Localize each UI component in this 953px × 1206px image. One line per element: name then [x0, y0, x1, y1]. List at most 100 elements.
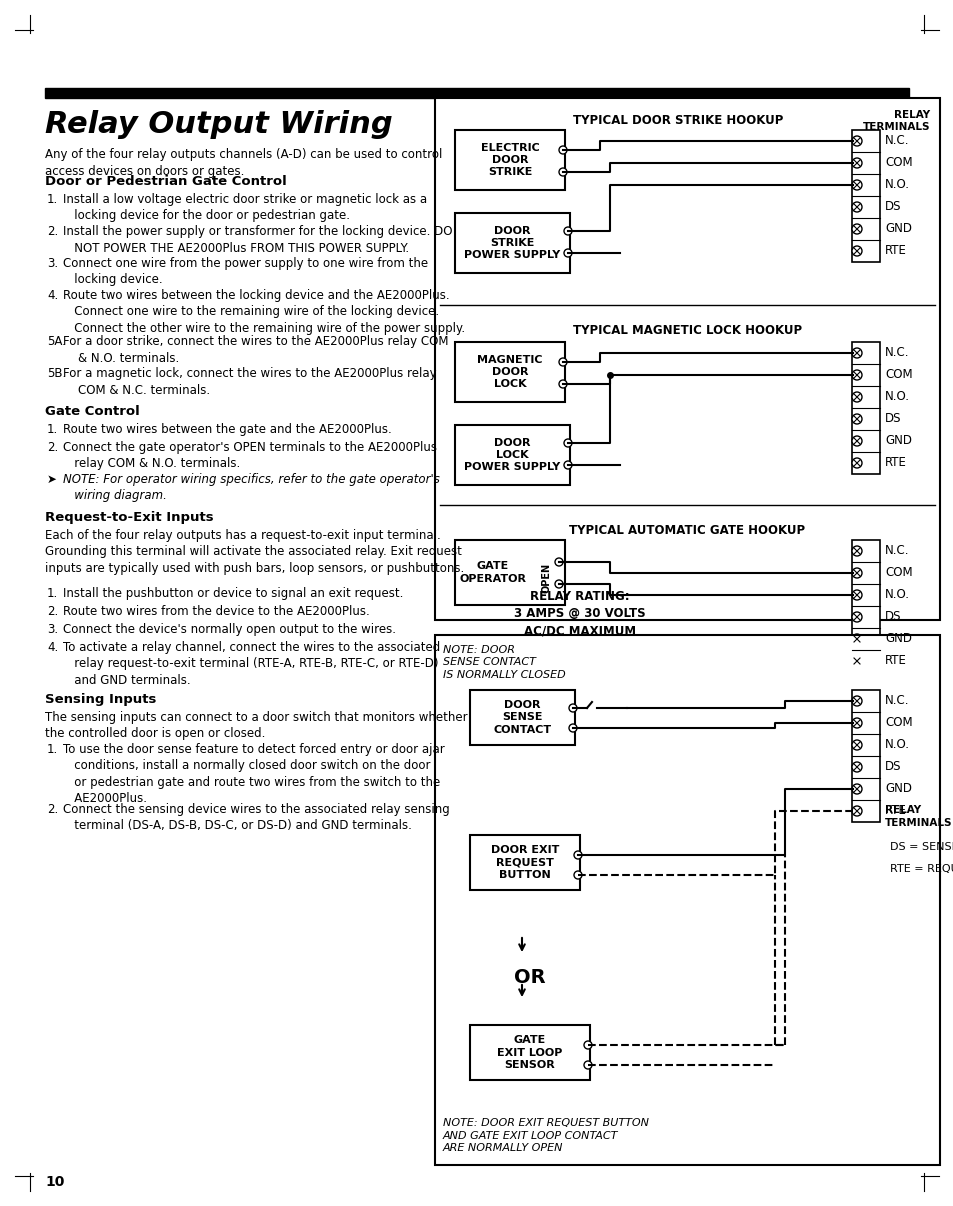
Circle shape: [851, 414, 862, 425]
Text: DS = SENSING INPUT: DS = SENSING INPUT: [889, 842, 953, 851]
Bar: [45, 88, 908, 98]
Circle shape: [851, 740, 862, 750]
Text: N.C.: N.C.: [884, 346, 908, 359]
Text: DS: DS: [884, 200, 901, 213]
Text: N.O.: N.O.: [884, 589, 909, 602]
Circle shape: [563, 461, 572, 469]
Text: RTE: RTE: [884, 457, 906, 469]
Text: Gate Control: Gate Control: [45, 405, 139, 418]
Text: Request-to-Exit Inputs: Request-to-Exit Inputs: [45, 511, 213, 523]
Circle shape: [851, 784, 862, 794]
Text: To use the door sense feature to detect forced entry or door ajar
   conditions,: To use the door sense feature to detect …: [63, 743, 444, 806]
Text: DOOR EXIT
REQUEST
BUTTON: DOOR EXIT REQUEST BUTTON: [490, 845, 558, 880]
Circle shape: [568, 724, 577, 732]
Circle shape: [574, 871, 581, 879]
Text: N.C.: N.C.: [884, 135, 908, 147]
Circle shape: [558, 146, 566, 154]
Text: DOOR
LOCK
POWER SUPPLY: DOOR LOCK POWER SUPPLY: [464, 438, 560, 473]
Circle shape: [558, 380, 566, 388]
Circle shape: [851, 224, 862, 234]
Text: Connect the sensing device wires to the associated relay sensing
   terminal (DS: Connect the sensing device wires to the …: [63, 803, 449, 832]
Text: N.O.: N.O.: [884, 391, 909, 404]
Text: OR: OR: [514, 968, 545, 987]
Bar: [851, 130, 879, 262]
Circle shape: [851, 806, 862, 816]
Text: COM: COM: [884, 369, 912, 381]
Text: Connect one wire from the power supply to one wire from the
   locking device.: Connect one wire from the power supply t…: [63, 257, 428, 287]
Text: RELAY RATING:
3 AMPS @ 30 VOLTS
AC/DC MAXIMUM: RELAY RATING: 3 AMPS @ 30 VOLTS AC/DC MA…: [514, 590, 645, 637]
Circle shape: [563, 227, 572, 235]
Text: 4.: 4.: [47, 289, 58, 302]
Bar: [455, 343, 564, 402]
Text: RELAY: RELAY: [884, 804, 921, 815]
Text: 1.: 1.: [47, 423, 58, 437]
Circle shape: [851, 546, 862, 556]
Bar: [851, 690, 879, 822]
Circle shape: [558, 358, 566, 365]
Text: Each of the four relay outputs has a request-to-exit input terminal.
Grounding t: Each of the four relay outputs has a req…: [45, 529, 464, 575]
Text: OPEN: OPEN: [541, 562, 552, 592]
Text: RTE: RTE: [884, 804, 906, 818]
Text: RELAY: RELAY: [893, 110, 929, 121]
Text: COM: COM: [884, 567, 912, 580]
Text: GND: GND: [884, 632, 911, 645]
Text: RTE: RTE: [884, 245, 906, 258]
Text: Route two wires between the gate and the AE2000Plus.: Route two wires between the gate and the…: [63, 423, 392, 437]
Bar: [455, 540, 564, 605]
Circle shape: [563, 248, 572, 257]
Text: NOTE: DOOR EXIT REQUEST BUTTON
AND GATE EXIT LOOP CONTACT
ARE NORMALLY OPEN: NOTE: DOOR EXIT REQUEST BUTTON AND GATE …: [442, 1118, 648, 1153]
Text: GND: GND: [884, 783, 911, 796]
Text: COM: COM: [884, 716, 912, 730]
Circle shape: [568, 704, 577, 712]
Circle shape: [574, 851, 581, 859]
Circle shape: [583, 1041, 592, 1049]
Text: Install the pushbutton or device to signal an exit request.: Install the pushbutton or device to sign…: [63, 587, 403, 601]
Circle shape: [851, 370, 862, 380]
Text: Install a low voltage electric door strike or magnetic lock as a
   locking devi: Install a low voltage electric door stri…: [63, 193, 427, 222]
Text: N.O.: N.O.: [884, 178, 909, 192]
Bar: [455, 213, 569, 273]
Circle shape: [851, 201, 862, 212]
Bar: [455, 130, 564, 191]
Text: RTE = REQUEST-TO-EXIT: RTE = REQUEST-TO-EXIT: [889, 863, 953, 874]
Text: DS: DS: [884, 761, 901, 773]
Text: TERMINALS: TERMINALS: [862, 122, 929, 131]
Circle shape: [555, 580, 562, 589]
Text: 10: 10: [45, 1175, 64, 1189]
Circle shape: [851, 634, 862, 644]
Text: TYPICAL DOOR STRIKE HOOKUP: TYPICAL DOOR STRIKE HOOKUP: [572, 115, 782, 127]
Text: DS: DS: [884, 412, 901, 426]
Circle shape: [851, 611, 862, 622]
Text: Route two wires from the device to the AE2000Plus.: Route two wires from the device to the A…: [63, 605, 370, 617]
Text: GATE
OPERATOR: GATE OPERATOR: [459, 561, 526, 584]
Circle shape: [558, 168, 566, 176]
Text: 2.: 2.: [47, 803, 58, 816]
Text: TYPICAL MAGNETIC LOCK HOOKUP: TYPICAL MAGNETIC LOCK HOOKUP: [573, 324, 801, 336]
Text: For a magnetic lock, connect the wires to the AE2000Plus relay
    COM & N.C. te: For a magnetic lock, connect the wires t…: [63, 367, 436, 397]
Circle shape: [851, 180, 862, 191]
Text: N.C.: N.C.: [884, 544, 908, 557]
Bar: [470, 690, 575, 745]
Circle shape: [851, 762, 862, 772]
Text: The sensing inputs can connect to a door switch that monitors whether
the contro: The sensing inputs can connect to a door…: [45, 712, 467, 740]
Text: 3.: 3.: [47, 624, 58, 636]
Bar: [435, 98, 939, 620]
Text: N.O.: N.O.: [884, 738, 909, 751]
Bar: [455, 425, 569, 485]
Text: Install the power supply or transformer for the locking device. DO
   NOT POWER : Install the power supply or transformer …: [63, 226, 452, 254]
Text: DOOR
STRIKE
POWER SUPPLY: DOOR STRIKE POWER SUPPLY: [464, 226, 560, 260]
Text: 5A.: 5A.: [47, 335, 66, 349]
Text: 1.: 1.: [47, 193, 58, 206]
Text: ➤: ➤: [47, 473, 57, 486]
Bar: [470, 1025, 589, 1081]
Circle shape: [851, 568, 862, 578]
Bar: [435, 636, 939, 1165]
Circle shape: [555, 558, 562, 566]
Text: 2.: 2.: [47, 605, 58, 617]
Text: MAGNETIC
DOOR
LOCK: MAGNETIC DOOR LOCK: [476, 355, 542, 390]
Circle shape: [851, 656, 862, 666]
Text: 3.: 3.: [47, 257, 58, 270]
Circle shape: [851, 437, 862, 446]
Circle shape: [851, 158, 862, 168]
Text: TERMINALS: TERMINALS: [884, 818, 951, 829]
